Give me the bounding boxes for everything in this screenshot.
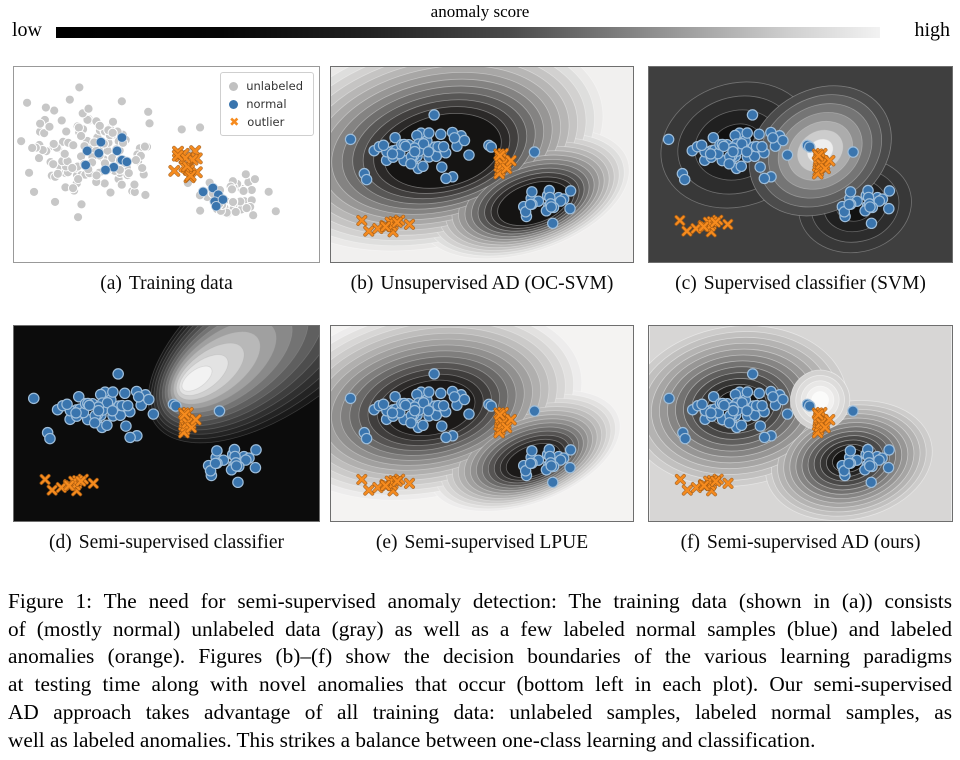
legend-label-normal: normal [246,97,287,111]
subcaption-c-text: Supervised classifier (SVM) [703,273,926,294]
figure-caption-line: at testing time along with novel anomali… [8,672,952,697]
subcaption-d: (d) Semi-supervised classifier [13,532,320,554]
subcaption-b: (b) Unsupervised AD (OC-SVM) [330,273,634,295]
subcaption-d-label: (d) [49,532,72,553]
subplot-unsupervised-ocsvm [330,66,634,263]
subcaption-a-label: (a) [100,273,122,294]
subcaption-a-text: Training data [128,273,233,294]
semisupervised-ad-ours-chart [649,326,952,521]
subcaption-e-label: (e) [375,532,398,553]
figure-caption-line: Figure 1: The need for semi-supervised a… [8,589,952,613]
supervised-svm-chart [649,67,952,262]
legend-item-normal: normal [229,97,303,111]
figure-caption-line: anomalies (orange). Figures (b)–(f) show… [8,644,952,669]
colorbar-high-label: high [914,19,950,41]
normal-dot-icon [229,99,239,109]
subcaption-f-text: Semi-supervised AD (ours) [707,532,921,553]
legend-item-unlabeled: unlabeled [229,79,303,93]
subplot-semisupervised-classifier [13,325,320,522]
subcaption-c: (c) Supervised classifier (SVM) [648,273,953,295]
outlier-x-icon: ✖ [229,115,240,129]
unlabeled-dot-icon [229,81,239,91]
colorbar-gradient [56,27,880,38]
legend-label-unlabeled: unlabeled [246,79,303,93]
subcaption-c-label: (c) [675,273,697,294]
legend-item-outlier: ✖ outlier [229,115,303,129]
subcaption-e: (e) Semi-supervised LPUE [330,532,634,554]
subplot-semisupervised-ad-ours [648,325,953,522]
figure-caption: Figure 1: The need for semi-supervised a… [8,588,952,754]
legend-box: unlabeled normal ✖ outlier [220,72,314,136]
colorbar-low-label: low [12,19,42,41]
colorbar-title: anomaly score [430,2,530,21]
subplot-training-data: unlabeled normal ✖ outlier [13,66,320,263]
subcaption-f-label: (f) [680,532,701,553]
legend-label-outlier: outlier [247,115,285,129]
figure-caption-line: well as labeled anomalies. This strikes … [8,727,816,752]
semisupervised-classifier-chart [14,326,319,521]
figure-caption-line: AD approach takes advantage of all train… [8,699,952,724]
subcaption-d-text: Semi-supervised classifier [78,532,284,553]
semisupervised-lpue-chart [331,326,633,521]
figure-caption-line: of (mostly normal) unlabeled data (gray)… [8,616,952,641]
subplot-supervised-svm [648,66,953,263]
subcaption-b-text: Unsupervised AD (OC-SVM) [380,273,614,294]
subcaption-e-text: Semi-supervised LPUE [404,532,589,553]
subcaption-b-label: (b) [350,273,374,294]
unsupervised-ocsvm-chart [331,67,633,262]
subcaption-a: (a) Training data [13,273,320,295]
subcaption-f: (f) Semi-supervised AD (ours) [648,532,953,554]
subplot-semisupervised-lpue [330,325,634,522]
